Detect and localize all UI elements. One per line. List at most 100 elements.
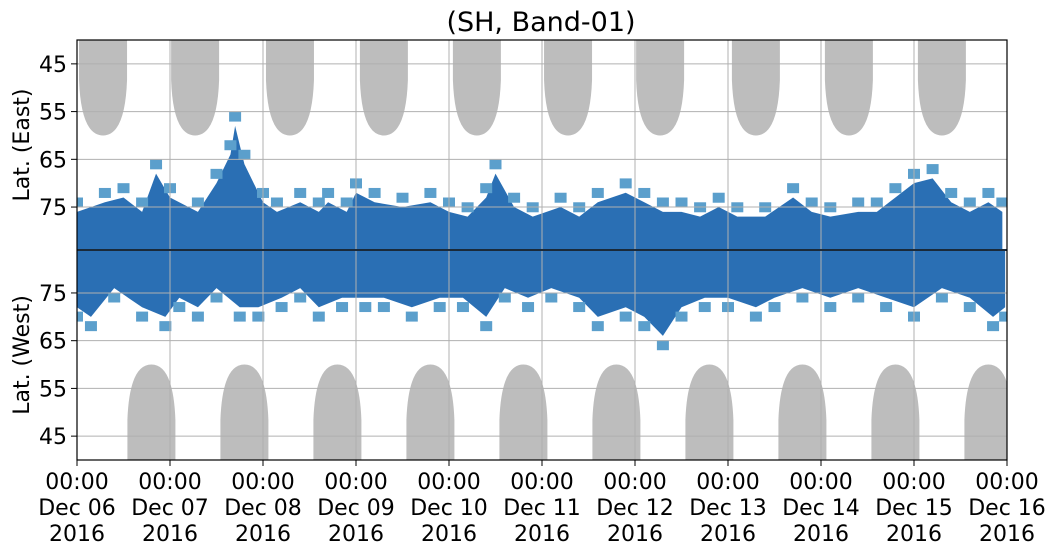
daylight-west-2 bbox=[313, 364, 362, 460]
weak-echo-west-3 bbox=[136, 311, 149, 322]
x-tick-time-8: 00:00 bbox=[789, 470, 852, 495]
weak-echo-east-33 bbox=[675, 197, 688, 208]
daylight-east-5 bbox=[544, 40, 593, 136]
weak-echo-west-18 bbox=[456, 302, 469, 313]
daylight-west-1 bbox=[220, 364, 269, 460]
weak-echo-east-42 bbox=[870, 197, 883, 208]
daylight-west-5 bbox=[592, 364, 641, 460]
x-tick-year-8: 2016 bbox=[793, 522, 849, 547]
x-tick-year-10: 2016 bbox=[979, 522, 1035, 547]
daylight-east-0 bbox=[79, 40, 128, 136]
x-tick-date-1: Dec 07 bbox=[131, 496, 209, 521]
weak-echo-east-43 bbox=[889, 183, 902, 194]
weak-echo-west-21 bbox=[522, 302, 535, 313]
weak-echo-west-11 bbox=[294, 292, 307, 303]
y-axis-west-ticks: 75 65 55 45 bbox=[39, 282, 77, 450]
weak-echo-east-9 bbox=[229, 111, 242, 122]
y-tick-label-west-0: 75 bbox=[39, 282, 67, 307]
weak-echo-east-12 bbox=[270, 197, 283, 208]
x-tick-year-2: 2016 bbox=[235, 522, 291, 547]
weak-echo-east-13 bbox=[294, 187, 307, 198]
weak-echo-east-41 bbox=[852, 197, 865, 208]
weak-echo-west-34 bbox=[824, 302, 837, 313]
weak-echo-east-35 bbox=[712, 192, 725, 203]
x-tick-time-1: 00:00 bbox=[138, 470, 201, 495]
daylight-west-4 bbox=[499, 364, 548, 460]
weak-echo-east-32 bbox=[656, 197, 669, 208]
weak-echo-east-10 bbox=[238, 149, 251, 160]
weak-echo-east-39 bbox=[805, 197, 818, 208]
weak-echo-west-0 bbox=[77, 311, 83, 322]
weak-echo-west-29 bbox=[698, 302, 711, 313]
weak-echo-west-13 bbox=[336, 302, 349, 313]
weak-echo-west-28 bbox=[675, 311, 688, 322]
weak-echo-east-49 bbox=[996, 197, 1007, 208]
x-tick-date-5: Dec 11 bbox=[503, 496, 581, 521]
plot-area bbox=[76, 39, 1008, 461]
weak-echo-west-9 bbox=[252, 311, 265, 322]
weak-echo-west-31 bbox=[749, 311, 762, 322]
x-tick-time-7: 00:00 bbox=[696, 470, 759, 495]
weak-echo-east-29 bbox=[591, 187, 604, 198]
weak-echo-east-30 bbox=[619, 178, 632, 189]
x-tick-date-7: Dec 13 bbox=[689, 496, 767, 521]
weak-echo-west-7 bbox=[210, 292, 223, 303]
weak-echo-east-2 bbox=[117, 183, 130, 194]
weak-echo-east-31 bbox=[638, 187, 651, 198]
x-tick-year-1: 2016 bbox=[142, 522, 198, 547]
weak-echo-east-27 bbox=[554, 192, 567, 203]
y-axis-label-east: Lat. (East) bbox=[10, 89, 35, 202]
x-tick-time-3: 00:00 bbox=[324, 470, 387, 495]
weak-echo-west-16 bbox=[405, 311, 418, 322]
daylight-west-3 bbox=[406, 364, 455, 460]
weak-echo-west-38 bbox=[935, 292, 948, 303]
daylight-west-7 bbox=[778, 364, 827, 460]
y-tick-label-east-1: 55 bbox=[39, 101, 67, 126]
daylight-west-6 bbox=[685, 364, 734, 460]
weak-echo-west-1 bbox=[84, 321, 97, 332]
weak-echo-east-25 bbox=[508, 192, 521, 203]
daylight-east-1 bbox=[171, 40, 220, 136]
weak-echo-east-48 bbox=[982, 187, 995, 198]
weak-echo-east-19 bbox=[396, 192, 409, 203]
weak-echo-west-10 bbox=[275, 302, 288, 313]
weak-echo-east-38 bbox=[787, 183, 800, 194]
weak-echo-east-24 bbox=[489, 159, 502, 170]
weak-echo-west-25 bbox=[619, 311, 632, 322]
weak-echo-west-4 bbox=[159, 321, 172, 332]
x-tick-time-10: 00:00 bbox=[975, 470, 1038, 495]
x-tick-date-10: Dec 16 bbox=[968, 496, 1046, 521]
weak-echo-east-16 bbox=[340, 197, 353, 208]
x-tick-date-0: Dec 06 bbox=[38, 496, 116, 521]
weak-echo-west-40 bbox=[987, 321, 1000, 332]
weak-echo-east-7 bbox=[210, 168, 223, 179]
weak-echo-west-35 bbox=[852, 292, 865, 303]
daylight-east-4 bbox=[452, 40, 501, 136]
weak-echo-west-23 bbox=[573, 302, 586, 313]
x-tick-time-5: 00:00 bbox=[510, 470, 573, 495]
weak-echo-west-15 bbox=[377, 302, 390, 313]
weak-echo-west-12 bbox=[312, 311, 325, 322]
x-tick-year-0: 2016 bbox=[49, 522, 105, 547]
activity-regions bbox=[77, 111, 1007, 351]
weak-echo-west-36 bbox=[880, 302, 893, 313]
weak-echo-east-18 bbox=[368, 187, 381, 198]
weak-echo-east-3 bbox=[136, 197, 149, 208]
y-tick-label-west-3: 45 bbox=[39, 425, 67, 450]
y-tick-label-east-3: 75 bbox=[39, 196, 67, 221]
daylight-east-6 bbox=[636, 40, 685, 136]
weak-echo-west-2 bbox=[108, 292, 121, 303]
weak-echo-east-20 bbox=[424, 187, 437, 198]
x-tick-date-6: Dec 12 bbox=[596, 496, 674, 521]
x-tick-time-9: 00:00 bbox=[882, 470, 945, 495]
weak-echo-east-46 bbox=[945, 187, 958, 198]
weak-echo-west-14 bbox=[359, 302, 372, 313]
weak-echo-east-47 bbox=[963, 197, 976, 208]
x-tick-year-9: 2016 bbox=[886, 522, 942, 547]
daylight-east-3 bbox=[359, 40, 408, 136]
x-tick-time-2: 00:00 bbox=[231, 470, 294, 495]
x-tick-date-2: Dec 08 bbox=[224, 496, 302, 521]
weak-echo-west-5 bbox=[173, 302, 186, 313]
